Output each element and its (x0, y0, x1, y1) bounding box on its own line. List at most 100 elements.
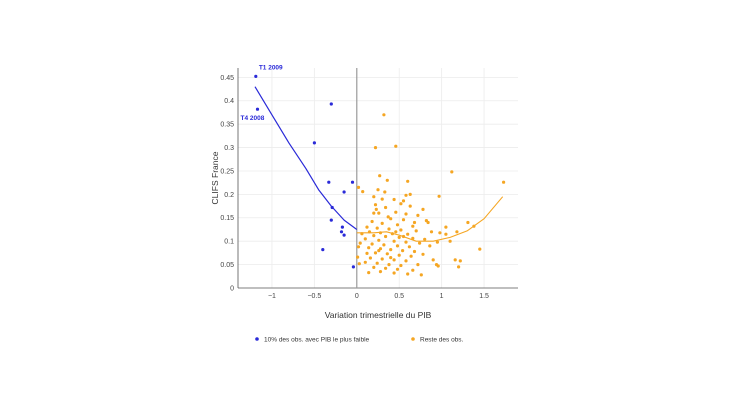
data-point-rest (370, 242, 374, 246)
data-point-rest (435, 240, 439, 244)
x-tick-label: 1 (440, 293, 444, 300)
data-point-rest (372, 265, 376, 269)
data-point-rest (444, 225, 448, 229)
x-tick-label: 0 (355, 293, 359, 300)
data-point-rest (397, 253, 401, 257)
data-point-rest (363, 260, 367, 264)
data-point-low-gdp (254, 74, 258, 78)
data-point-rest (387, 227, 391, 231)
data-point-rest (404, 259, 408, 263)
y-tick-label: 0.2 (224, 192, 234, 199)
data-point-rest (408, 204, 412, 208)
data-point-rest (416, 213, 420, 217)
data-point-rest (356, 255, 360, 259)
data-point-rest (386, 215, 390, 219)
data-point-rest (411, 268, 415, 272)
data-point-rest (376, 188, 380, 192)
data-point-rest (466, 220, 470, 225)
data-point-rest (406, 232, 410, 236)
data-point-rest (406, 272, 410, 276)
data-point-rest (392, 271, 396, 275)
data-point-rest (373, 203, 378, 207)
data-point-rest (401, 199, 406, 203)
data-point-rest (448, 239, 452, 243)
x-tick-label: −0.5 (307, 293, 321, 300)
data-point-rest (404, 240, 408, 244)
data-point-rest (406, 179, 410, 183)
data-point-rest (450, 170, 454, 174)
data-point-rest (392, 258, 396, 262)
data-point-rest (384, 205, 388, 210)
data-point-rest (434, 263, 439, 267)
data-point-rest (394, 210, 398, 214)
data-point-low-gdp (329, 102, 333, 106)
data-point-rest (394, 144, 398, 148)
data-point-rest (389, 256, 393, 260)
data-point-rest (372, 234, 376, 238)
y-tick-label: 0 (230, 285, 234, 292)
data-point-rest (397, 235, 401, 239)
data-point-rest (373, 251, 378, 255)
gridlines (238, 68, 518, 288)
data-point-low-gdp (339, 230, 344, 234)
data-point-rest (421, 207, 425, 211)
data-point-rest (380, 221, 384, 225)
data-point-low-gdp (342, 233, 346, 237)
data-point-rest (502, 180, 506, 184)
data-point-rest (394, 230, 398, 234)
data-point-rest (416, 263, 420, 267)
data-point-low-gdp (351, 265, 355, 269)
data-point-rest (375, 261, 379, 265)
data-point-rest (399, 263, 403, 268)
data-point-rest (365, 251, 369, 255)
trend-line-low-gdp (254, 86, 358, 230)
data-point-rest (437, 194, 441, 198)
legend-marker-rest (411, 337, 415, 341)
data-point-rest (387, 263, 391, 267)
trend-line-rest (356, 196, 504, 242)
data-point-rest (392, 197, 396, 202)
data-point-rest (401, 249, 405, 253)
data-point-rest (419, 273, 423, 277)
data-point-rest (414, 229, 418, 233)
data-point-low-gdp (255, 107, 260, 111)
x-tick-label: 1.5 (479, 293, 489, 300)
data-point-rest (357, 262, 361, 266)
data-point-rest (429, 230, 434, 234)
data-point-rest (361, 190, 365, 194)
data-point-low-gdp (329, 218, 333, 222)
data-point-rest (412, 220, 417, 225)
data-point-rest (378, 174, 382, 178)
legend: 10% des obs. avec PIB le plus faible Res… (255, 337, 464, 344)
annotations: T1 2009 T4 2008 (241, 64, 284, 122)
data-point-rest (404, 212, 408, 216)
data-point-rest (368, 256, 372, 260)
data-point-rest (399, 202, 403, 206)
data-point-rest (411, 224, 415, 228)
data-point-rest (418, 241, 422, 245)
tick-labels: 0 0.05 0.1 0.15 0.2 0.25 0.3 0.35 0.4 0.45 −1 −0.5 0… (220, 75, 489, 300)
data-point-rest (478, 247, 482, 251)
data-point-rest (365, 225, 369, 229)
data-point-rest (458, 259, 462, 263)
data-point-rest (382, 243, 386, 247)
data-point-rest (372, 211, 376, 215)
data-point-rest (457, 265, 461, 269)
data-point-rest (401, 234, 406, 239)
x-axis-title: Variation trimestrielle du PIB (325, 310, 432, 320)
data-point-rest (389, 248, 393, 252)
y-axis-title: CLIFS France (210, 151, 220, 204)
data-point-rest (423, 237, 427, 241)
data-point-rest (421, 252, 425, 256)
data-point-rest (358, 241, 362, 245)
data-point-low-gdp (312, 141, 316, 145)
data-point-rest (367, 271, 371, 275)
data-point-rest (438, 231, 442, 235)
legend-label-rest: Reste des obs. (420, 337, 464, 344)
annotation-label: T4 2008 (241, 115, 265, 122)
data-point-rest (375, 226, 379, 230)
data-point-rest (431, 258, 435, 262)
data-point-rest (380, 257, 384, 261)
data-point-rest (407, 245, 411, 249)
data-point-rest (409, 254, 413, 258)
